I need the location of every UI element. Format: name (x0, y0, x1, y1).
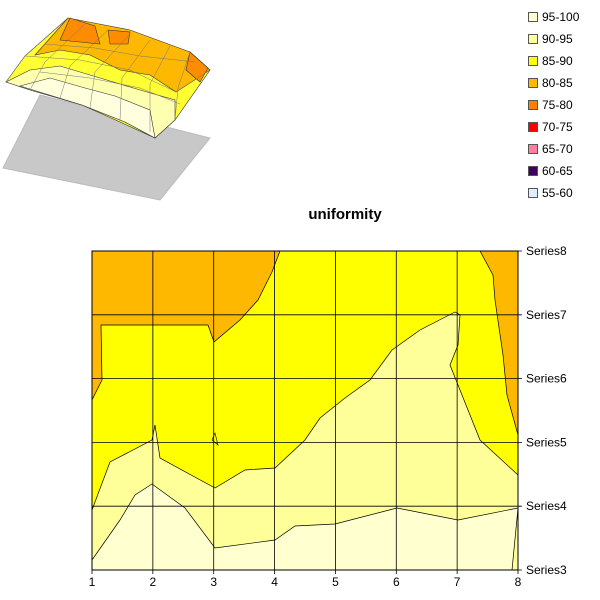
legend-swatch (528, 122, 538, 132)
legend-swatch (528, 144, 538, 154)
chart-title: uniformity (308, 206, 382, 223)
legend-label: 80-85 (542, 76, 573, 90)
surface-hot-region-2 (107, 29, 131, 45)
x-tick-label: 1 (89, 575, 96, 589)
x-tick-label: 7 (454, 575, 461, 589)
x-tick-label: 3 (210, 575, 217, 589)
y-tick-label: Series3 (526, 563, 567, 577)
contour-bands (91, 250, 519, 571)
surface-3d-chart (2, 17, 211, 201)
legend-item: 70-75 (528, 116, 598, 138)
legend-item: 55-60 (528, 182, 598, 204)
legend-item: 80-85 (528, 72, 598, 94)
legend-item: 60-65 (528, 160, 598, 182)
x-tick-label: 8 (515, 575, 522, 589)
legend-label: 75-80 (542, 98, 573, 112)
legend-label: 85-90 (542, 54, 573, 68)
plot-border (91, 250, 519, 571)
y-tick-label: Series8 (526, 244, 567, 258)
surface-hot-region-3 (185, 51, 209, 83)
y-tick-label: Series7 (526, 308, 567, 322)
legend-swatch (528, 100, 538, 110)
y-tick-label: Series5 (526, 435, 567, 449)
x-tick-label: 2 (150, 575, 157, 589)
y-axis-ticks: Series3 Series4 Series5 Series6 Series7 Serie… (526, 244, 567, 577)
band-90-95 (91, 311, 519, 571)
x-axis-ticks: 1 2 3 4 5 6 7 8 (89, 575, 522, 589)
surface-mesh (5, 17, 211, 132)
legend-item: 75-80 (528, 94, 598, 116)
legend-label: 70-75 (542, 120, 573, 134)
legend-label: 60-65 (542, 164, 573, 178)
legend-item: 65-70 (528, 138, 598, 160)
legend-label: 55-60 (542, 186, 573, 200)
x-tick-label: 6 (393, 575, 400, 589)
legend-item: 85-90 (528, 50, 598, 72)
legend-swatch (528, 34, 538, 44)
legend-swatch (528, 166, 538, 176)
y-tick-label: Series4 (526, 499, 567, 513)
legend-swatch (528, 188, 538, 198)
x-tick-label: 4 (271, 575, 278, 589)
legend-label: 95-100 (542, 10, 580, 24)
legend-label: 65-70 (542, 142, 573, 156)
y-tick-label: Series6 (526, 372, 567, 386)
legend-swatch (528, 56, 538, 66)
legend-label: 90-95 (542, 32, 573, 46)
legend-swatch (528, 78, 538, 88)
surface-hot-region (59, 17, 101, 45)
legend: 95-100 90-95 85-90 80-85 75-80 70-75 65-… (528, 6, 598, 204)
x-tick-label: 5 (332, 575, 339, 589)
legend-swatch (528, 12, 538, 22)
band-95-100 (91, 483, 519, 571)
legend-item: 90-95 (528, 28, 598, 50)
legend-item: 95-100 (528, 6, 598, 28)
